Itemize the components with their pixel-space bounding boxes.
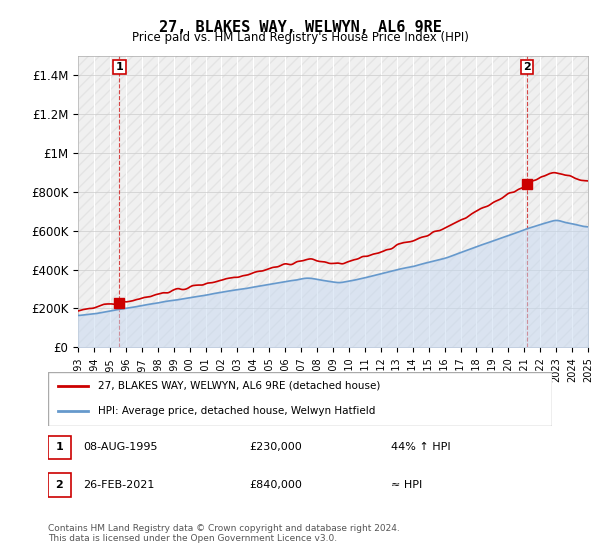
Text: 2: 2: [523, 62, 530, 72]
FancyBboxPatch shape: [48, 473, 71, 497]
Text: 27, BLAKES WAY, WELWYN, AL6 9RE (detached house): 27, BLAKES WAY, WELWYN, AL6 9RE (detache…: [98, 381, 381, 391]
FancyBboxPatch shape: [48, 372, 552, 426]
Text: 1: 1: [55, 442, 63, 452]
Text: HPI: Average price, detached house, Welwyn Hatfield: HPI: Average price, detached house, Welw…: [98, 405, 376, 416]
Text: ≈ HPI: ≈ HPI: [391, 480, 422, 490]
Text: 08-AUG-1995: 08-AUG-1995: [83, 442, 158, 452]
FancyBboxPatch shape: [48, 436, 71, 459]
Text: 26-FEB-2021: 26-FEB-2021: [83, 480, 155, 490]
Text: 27, BLAKES WAY, WELWYN, AL6 9RE: 27, BLAKES WAY, WELWYN, AL6 9RE: [158, 20, 442, 35]
Text: 44% ↑ HPI: 44% ↑ HPI: [391, 442, 451, 452]
Text: Contains HM Land Registry data © Crown copyright and database right 2024.
This d: Contains HM Land Registry data © Crown c…: [48, 524, 400, 543]
Text: 2: 2: [55, 480, 63, 490]
Text: £840,000: £840,000: [250, 480, 302, 490]
Text: £230,000: £230,000: [250, 442, 302, 452]
Text: 1: 1: [116, 62, 124, 72]
Text: Price paid vs. HM Land Registry's House Price Index (HPI): Price paid vs. HM Land Registry's House …: [131, 31, 469, 44]
